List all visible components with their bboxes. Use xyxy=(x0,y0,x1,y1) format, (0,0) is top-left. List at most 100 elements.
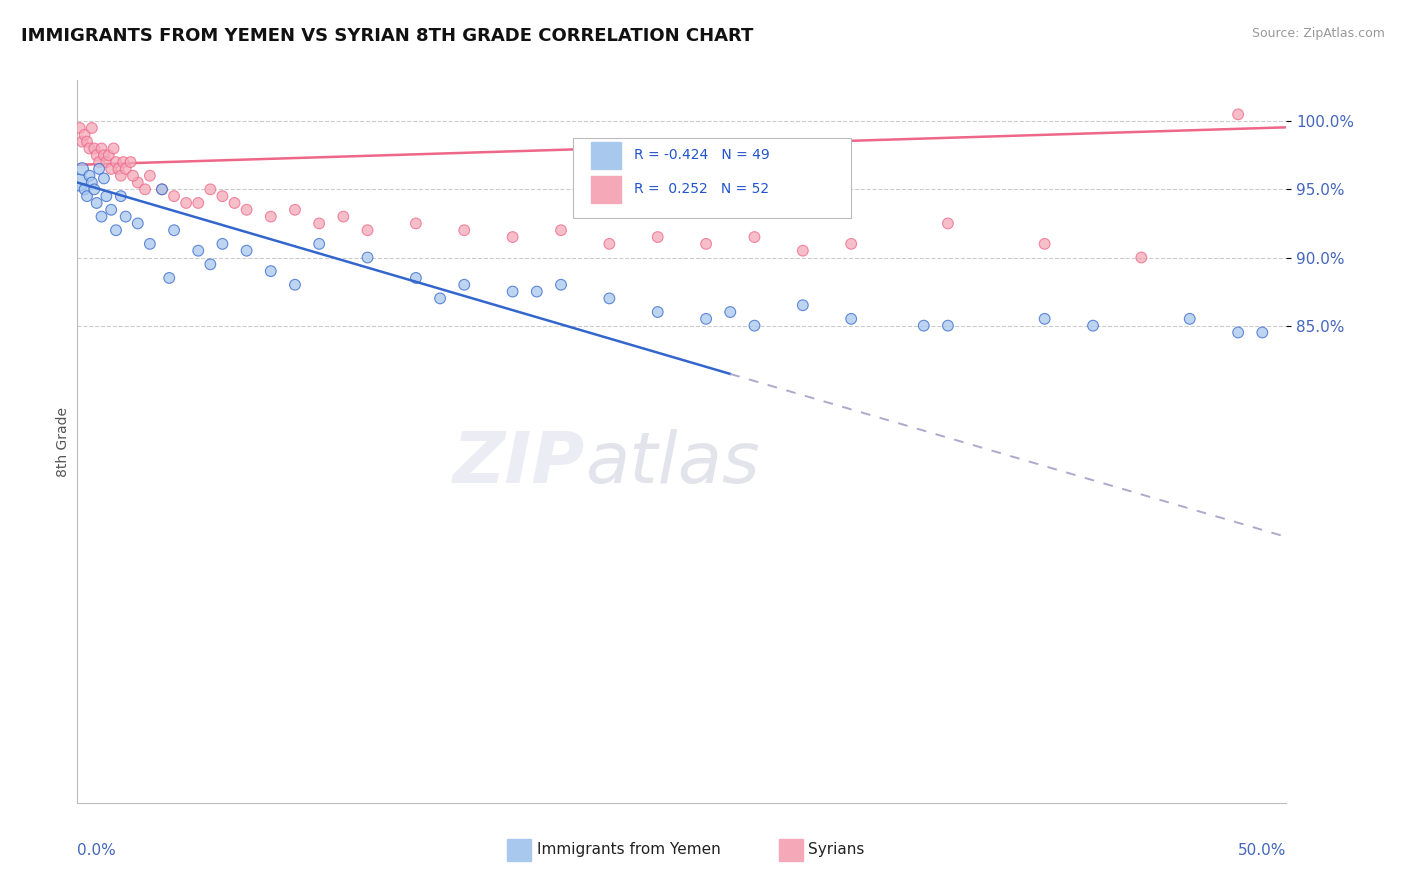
Point xyxy=(96,189,118,203)
Point xyxy=(80,176,103,190)
Point xyxy=(86,148,108,162)
Point xyxy=(1081,318,1104,333)
Point xyxy=(114,210,136,224)
Point xyxy=(174,196,197,211)
Point xyxy=(90,141,112,155)
Point xyxy=(93,148,115,162)
Point xyxy=(107,161,129,176)
Point xyxy=(76,135,98,149)
Point xyxy=(122,169,145,183)
Point xyxy=(550,223,572,237)
Point xyxy=(134,182,156,196)
Point xyxy=(1251,326,1274,340)
Point xyxy=(718,305,741,319)
Point xyxy=(110,169,132,183)
Point xyxy=(405,271,427,285)
Point xyxy=(526,285,548,299)
Point xyxy=(1178,311,1201,326)
Point xyxy=(453,223,475,237)
Point xyxy=(839,236,862,251)
Text: R = -0.424   N = 49: R = -0.424 N = 49 xyxy=(634,148,769,162)
Point xyxy=(76,189,98,203)
Text: 0.0%: 0.0% xyxy=(77,843,117,857)
Point xyxy=(550,277,572,292)
Point xyxy=(105,223,128,237)
Point xyxy=(356,223,378,237)
Point xyxy=(405,216,427,230)
Point xyxy=(105,155,128,169)
Point xyxy=(839,311,862,326)
Point xyxy=(260,210,283,224)
Point xyxy=(112,155,135,169)
Point xyxy=(139,169,162,183)
Bar xyxy=(592,176,621,203)
Point xyxy=(100,202,122,217)
FancyBboxPatch shape xyxy=(574,138,851,218)
Point xyxy=(200,257,222,271)
Point xyxy=(200,182,222,196)
Text: atlas: atlas xyxy=(585,429,759,498)
Point xyxy=(1033,236,1056,251)
Text: Source: ZipAtlas.com: Source: ZipAtlas.com xyxy=(1251,27,1385,40)
Point xyxy=(187,244,209,258)
Point xyxy=(695,236,717,251)
Point xyxy=(453,277,475,292)
Point xyxy=(163,223,186,237)
Bar xyxy=(592,142,621,169)
Text: Immigrants from Yemen: Immigrants from Yemen xyxy=(537,842,720,857)
Point xyxy=(1227,326,1250,340)
Point xyxy=(936,216,959,230)
Point xyxy=(211,236,233,251)
Point xyxy=(598,292,620,306)
Text: Syrians: Syrians xyxy=(807,842,865,857)
Point xyxy=(224,196,246,211)
Point xyxy=(96,155,118,169)
Bar xyxy=(779,838,803,861)
Point xyxy=(912,318,935,333)
Point xyxy=(87,155,110,169)
Point xyxy=(284,277,307,292)
Point xyxy=(79,141,101,155)
Point xyxy=(647,230,669,244)
Text: 50.0%: 50.0% xyxy=(1239,843,1286,857)
Point xyxy=(308,216,330,230)
Point xyxy=(114,161,136,176)
Point xyxy=(86,196,108,211)
Point xyxy=(87,161,110,176)
Point xyxy=(70,161,93,176)
Y-axis label: 8th Grade: 8th Grade xyxy=(56,407,70,476)
Point xyxy=(120,155,142,169)
Point xyxy=(97,148,120,162)
Point xyxy=(73,182,96,196)
Point xyxy=(90,210,112,224)
Point xyxy=(211,189,233,203)
Point xyxy=(695,311,717,326)
Point xyxy=(93,171,115,186)
Point xyxy=(103,141,125,155)
Point xyxy=(150,182,173,196)
Point xyxy=(150,182,173,196)
Point xyxy=(429,292,451,306)
Point xyxy=(127,216,149,230)
Point xyxy=(83,182,105,196)
Text: ZIP: ZIP xyxy=(453,429,585,498)
Point xyxy=(260,264,283,278)
Point xyxy=(187,196,209,211)
Point xyxy=(308,236,330,251)
Point xyxy=(79,169,101,183)
Point xyxy=(235,202,257,217)
Point xyxy=(284,202,307,217)
Point xyxy=(647,305,669,319)
Point xyxy=(744,318,766,333)
Point xyxy=(69,176,91,190)
Point xyxy=(69,120,91,135)
Point xyxy=(1033,311,1056,326)
Point xyxy=(332,210,354,224)
Point xyxy=(163,189,186,203)
Point xyxy=(598,236,620,251)
Point xyxy=(83,141,105,155)
Point xyxy=(792,244,814,258)
Point xyxy=(1227,107,1250,121)
Point xyxy=(110,189,132,203)
Point xyxy=(356,251,378,265)
